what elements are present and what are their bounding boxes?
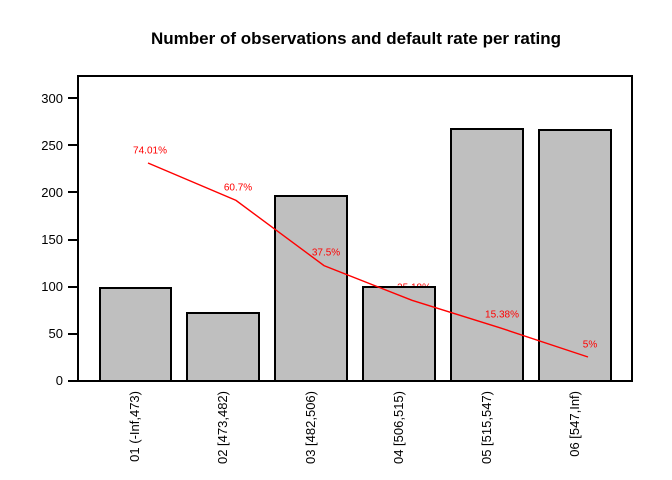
rate-label-6: 5% [582, 339, 598, 350]
rate-label-1: 74.01% [133, 145, 167, 156]
y-tick-mark [68, 238, 77, 241]
rate-label-2: 60.7% [223, 182, 253, 194]
rate-label-5: 15.38% [485, 309, 519, 321]
y-tick-label: 250 [41, 137, 63, 153]
y-tick-label: 300 [41, 90, 63, 106]
bar-rating-1 [98, 287, 172, 382]
bar-rating-6 [538, 129, 612, 382]
x-axis-label-2: 02 [473,482) [215, 391, 231, 465]
x-axis-label-3: 03 [482,506) [303, 391, 319, 465]
chart-title: Number of observations and default rate … [151, 29, 561, 48]
y-tick-mark [68, 332, 77, 335]
y-tick-label: 0 [55, 373, 63, 389]
bar-rating-2 [186, 311, 260, 382]
bar-rating-4 [362, 285, 436, 382]
y-tick-mark [68, 144, 77, 147]
y-tick-label: 50 [48, 326, 63, 342]
y-tick-label: 150 [41, 232, 63, 247]
plot-area [77, 75, 633, 382]
y-tick-label: 200 [41, 184, 63, 200]
y-tick-mark [68, 379, 77, 382]
y-tick-mark [68, 285, 77, 288]
y-tick-label: 100 [41, 279, 63, 295]
y-tick-mark [68, 97, 77, 100]
bar-rating-3 [274, 195, 348, 382]
x-axis-label-5: 05 [515,547) [478, 391, 494, 465]
rate-label-3: 37.5% [311, 247, 341, 259]
bar-rating-5 [450, 128, 524, 382]
x-axis-label-1: 01 (-Inf,473) [127, 391, 143, 462]
y-tick-mark [68, 191, 77, 194]
x-axis-label-4: 04 [506,515) [390, 391, 406, 465]
x-axis-label-6: 06 [547,Inf) [566, 391, 582, 457]
